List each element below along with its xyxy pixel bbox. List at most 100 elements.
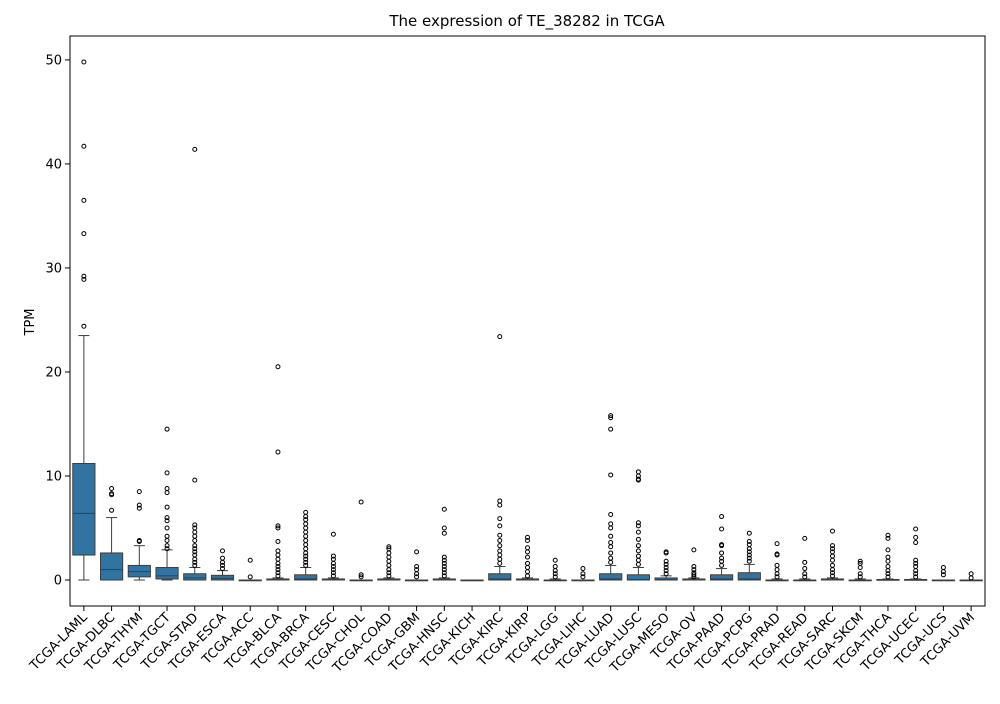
outlier-point bbox=[830, 553, 835, 559]
outlier-point bbox=[497, 556, 503, 562]
outlier-point bbox=[968, 571, 974, 577]
box-iqr bbox=[710, 574, 734, 581]
box-group bbox=[72, 59, 96, 581]
outlier-point bbox=[885, 558, 891, 564]
outlier-point bbox=[386, 558, 392, 564]
outlier-point bbox=[802, 535, 808, 541]
outlier-point bbox=[857, 560, 863, 566]
outlier-point bbox=[663, 565, 669, 571]
outlier-point bbox=[552, 557, 558, 563]
outlier-point bbox=[525, 573, 530, 579]
outlier-point bbox=[719, 526, 725, 532]
outlier-point bbox=[885, 547, 891, 553]
box-group bbox=[765, 541, 789, 582]
y-tick-label: 20 bbox=[45, 365, 62, 380]
outlier-point bbox=[746, 558, 752, 564]
outlier-point bbox=[497, 502, 503, 508]
outlier-point bbox=[358, 499, 364, 505]
outlier-point bbox=[580, 571, 586, 577]
box-iqr bbox=[654, 577, 678, 581]
outlier-point bbox=[857, 558, 863, 564]
outlier-point bbox=[635, 523, 641, 529]
outlier-point bbox=[663, 549, 669, 555]
box-group bbox=[904, 526, 928, 581]
outlier-point bbox=[691, 547, 697, 553]
outlier-point bbox=[81, 273, 87, 279]
outlier-point bbox=[635, 536, 641, 542]
outlier-point bbox=[746, 530, 752, 536]
outlier-point bbox=[386, 546, 392, 552]
outlier-point bbox=[303, 553, 309, 559]
outlier-point bbox=[608, 413, 614, 419]
outlier-point bbox=[192, 546, 198, 552]
outlier-point bbox=[136, 537, 142, 543]
outlier-point bbox=[192, 537, 198, 543]
outlier-point bbox=[774, 562, 780, 568]
outlier-point bbox=[940, 565, 946, 571]
outlier-point bbox=[608, 544, 614, 550]
outlier-point bbox=[81, 59, 87, 65]
outlier-point bbox=[330, 556, 336, 562]
box-group bbox=[100, 485, 124, 581]
box-group bbox=[571, 566, 595, 582]
outlier-point bbox=[913, 560, 919, 566]
box-iqr bbox=[155, 567, 179, 580]
outlier-point bbox=[441, 525, 447, 531]
outlier-point bbox=[109, 507, 115, 513]
box-iqr bbox=[183, 573, 207, 581]
outlier-point bbox=[497, 498, 503, 504]
outlier-point bbox=[663, 568, 669, 574]
box-iqr bbox=[626, 574, 650, 581]
outlier-point bbox=[164, 537, 170, 543]
outlier-point bbox=[81, 197, 87, 203]
outlier-point bbox=[275, 449, 281, 455]
outlier-point bbox=[164, 546, 170, 552]
y-tick-label: 30 bbox=[45, 261, 62, 276]
box-group bbox=[654, 549, 678, 581]
outlier-point bbox=[275, 364, 281, 370]
outlier-point bbox=[913, 534, 919, 540]
outlier-point bbox=[635, 476, 641, 482]
outlier-point bbox=[635, 557, 641, 563]
y-tick-label: 50 bbox=[45, 53, 62, 68]
outlier-point bbox=[913, 563, 919, 569]
outlier-point bbox=[857, 571, 863, 577]
outlier-point bbox=[913, 526, 919, 532]
outlier-point bbox=[386, 562, 392, 568]
box-group bbox=[931, 565, 955, 582]
outlier-point bbox=[774, 567, 780, 573]
outlier-point bbox=[386, 570, 392, 576]
outlier-point bbox=[192, 477, 198, 483]
outlier-point bbox=[164, 426, 170, 432]
outlier-point bbox=[275, 548, 281, 554]
outlier-point bbox=[164, 504, 170, 510]
outlier-point bbox=[525, 554, 530, 560]
outlier-point bbox=[275, 570, 281, 576]
outlier-point bbox=[192, 522, 198, 528]
outlier-point bbox=[802, 566, 808, 572]
box-iqr bbox=[127, 564, 151, 578]
box-group bbox=[183, 146, 207, 581]
outlier-point bbox=[691, 567, 697, 573]
outlier-point bbox=[330, 567, 336, 573]
outlier-point bbox=[857, 565, 863, 571]
outlier-point bbox=[497, 516, 503, 522]
outlier-point bbox=[552, 571, 558, 577]
box-group bbox=[682, 547, 706, 581]
box-group bbox=[626, 469, 650, 581]
outlier-point bbox=[830, 570, 835, 576]
outlier-point bbox=[192, 146, 198, 152]
outlier-point bbox=[580, 566, 586, 572]
y-axis: 0 10 20 30 40 50 bbox=[45, 53, 70, 588]
outlier-point bbox=[746, 539, 752, 545]
outlier-point bbox=[220, 548, 225, 554]
outlier-point bbox=[303, 533, 309, 539]
outlier-point bbox=[109, 491, 115, 497]
outlier-point bbox=[164, 533, 170, 539]
outlier-point bbox=[802, 574, 808, 580]
outlier-point bbox=[164, 485, 170, 491]
outlier-point bbox=[441, 570, 447, 576]
outlier-point bbox=[691, 570, 697, 576]
outlier-point bbox=[414, 549, 420, 555]
